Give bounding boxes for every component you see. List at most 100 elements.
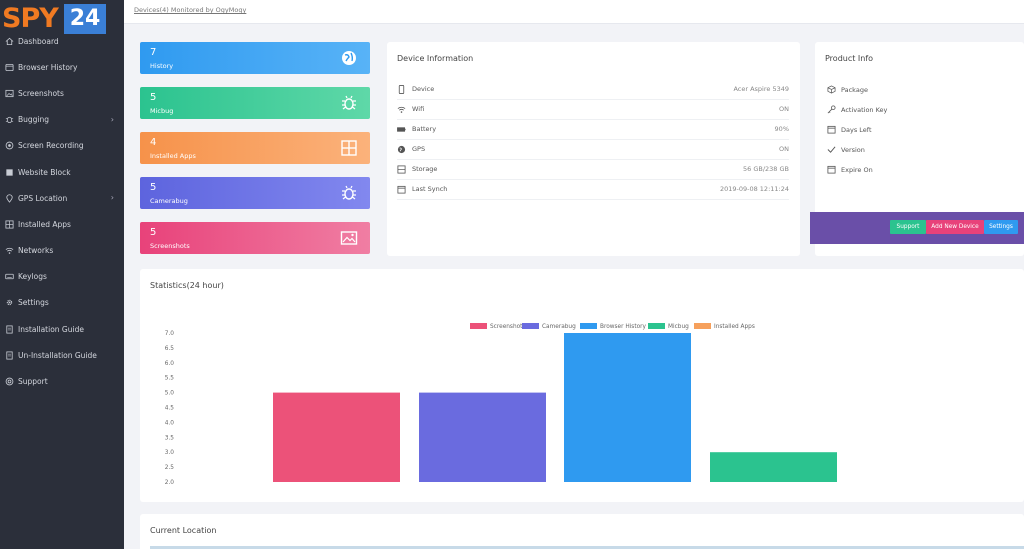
sidebar-item-dashboard[interactable]: Dashboard (0, 28, 124, 54)
logo-24-badge: 24 (64, 4, 106, 34)
row-label: Package (841, 86, 868, 94)
guide-icon (4, 324, 14, 334)
device-row: Storage 56 GB/238 GB (397, 160, 789, 180)
bar-camerabug (419, 392, 546, 482)
card-value: 5 (150, 182, 157, 193)
row-label: Activation Key (841, 106, 888, 114)
phone-icon (398, 85, 405, 94)
sidebar-item-label: Support (18, 377, 48, 387)
add-new-device-button[interactable]: Add New Device (926, 220, 984, 234)
key-icon (827, 105, 836, 114)
statistics-panel: Statistics(24 hour) 7.0 6.5 6.0 5.5 5.0 4.5 4.… (140, 269, 1024, 502)
sidebar-item-label: Screen Recording (18, 141, 84, 151)
device-row: Last Synch 2019-09-08 12:11:24 (397, 180, 789, 200)
sidebar-item-uninstallation-guide[interactable]: Un-Installation Guide (0, 342, 124, 368)
row-value: ON (779, 105, 789, 113)
row-value: 90% (774, 125, 789, 133)
row-label: Device (412, 85, 435, 93)
row-label: Battery (412, 125, 437, 133)
sidebar-item-browser-history[interactable]: Browser History (0, 54, 124, 80)
row-label: Storage (412, 165, 438, 173)
wifi-icon (397, 106, 406, 113)
settings-button[interactable]: Settings (984, 220, 1018, 234)
panel-title: Product Info (825, 54, 874, 63)
device-row: GPS ON (397, 140, 789, 160)
card-history[interactable]: 7 History (140, 42, 370, 74)
browser-icon (4, 62, 14, 72)
row-label: Expire On (841, 166, 873, 174)
legend-swatch (694, 323, 711, 329)
legend-label: Micbug (668, 324, 689, 330)
bug-icon (4, 115, 14, 125)
product-info-panel: Product Info Package Activation Key Days… (810, 42, 1024, 256)
sidebar-item-installation-guide[interactable]: Installation Guide (0, 316, 124, 342)
globe-icon (342, 51, 356, 65)
sidebar-item-keylogs[interactable]: Keylogs (0, 264, 124, 290)
location-panel: Current Location (140, 514, 1024, 549)
row-value: ON (779, 145, 789, 153)
sidebar-item-gps-location[interactable]: GPS Location › (0, 185, 124, 211)
sidebar-item-label: Browser History (18, 62, 78, 72)
sidebar-item-screenshots[interactable]: Screenshots (0, 80, 124, 106)
logo[interactable]: SPY 24 (0, 0, 124, 36)
card-micbug[interactable]: 5 Micbug (140, 87, 370, 119)
card-installed-apps[interactable]: 4 Installed Apps (140, 132, 370, 164)
apps-icon (4, 219, 14, 229)
battery-icon (397, 127, 406, 132)
sidebar-item-website-block[interactable]: Website Block (0, 159, 124, 185)
sidebar-item-installed-apps[interactable]: Installed Apps (0, 211, 124, 237)
card-camerabug[interactable]: 5 Camerabug (140, 177, 370, 209)
card-label: Micbug (150, 107, 174, 115)
logo-spy-text: SPY (2, 3, 59, 34)
y-tick-label: 4.0 (165, 420, 175, 426)
bar-micbug (710, 452, 837, 482)
package-icon (827, 85, 836, 94)
grid-icon (341, 140, 357, 156)
sidebar-item-screen-recording[interactable]: Screen Recording (0, 133, 124, 159)
row-value: 56 GB/238 GB (743, 165, 789, 173)
guide-icon (4, 350, 14, 360)
sidebar-item-label: Installation Guide (18, 324, 84, 334)
card-value: 4 (150, 137, 157, 148)
wifi-icon (4, 246, 14, 256)
product-action-bar: Support Add New Device Settings (810, 212, 1024, 244)
map[interactable] (150, 546, 1024, 549)
sidebar-nav: Dashboard Browser History Screenshots Bu… (0, 28, 124, 395)
sidebar-item-networks[interactable]: Networks (0, 238, 124, 264)
card-screenshots[interactable]: 5 Screenshots (140, 222, 370, 254)
row-value: Acer Aspire 5349 (733, 85, 789, 93)
device-row: Device Acer Aspire 5349 (397, 80, 789, 100)
row-label: Version (841, 146, 865, 154)
sidebar-item-bugging[interactable]: Bugging › (0, 107, 124, 133)
panel-title: Current Location (150, 526, 217, 535)
image-icon (4, 88, 14, 98)
calendar-icon (397, 185, 406, 194)
legend-label: Installed Apps (714, 324, 755, 330)
y-tick-label: 4.5 (165, 406, 175, 412)
device-row: Wifi ON (397, 100, 789, 120)
sidebar-item-support[interactable]: Support (0, 368, 124, 394)
block-icon (4, 167, 14, 177)
bar-screenshots (273, 392, 400, 482)
breadcrumb[interactable]: Devices(4) Monitored by OgyMogy (134, 6, 247, 14)
sidebar-item-label: Installed Apps (18, 219, 71, 229)
chevron-right-icon: › (110, 193, 114, 203)
legend-label: Camerabug (542, 324, 576, 330)
row-value: 2019-09-08 12:11:24 (719, 185, 789, 193)
sidebar-item-settings[interactable]: Settings (0, 290, 124, 316)
statistics-chart: 7.0 6.5 6.0 5.5 5.0 4.5 4.0 3.5 3.0 2.5 2.0 Screens… (165, 323, 837, 486)
row-label: Last Synch (412, 185, 448, 193)
sidebar-item-label: Networks (18, 246, 54, 256)
check-icon (827, 146, 836, 153)
sidebar-item-label: Screenshots (18, 88, 64, 98)
sidebar-item-label: Un-Installation Guide (18, 350, 97, 360)
y-tick-label: 2.5 (165, 465, 175, 471)
calendar-icon (827, 125, 836, 134)
y-tick-label: 2.0 (165, 480, 175, 486)
y-tick-label: 3.5 (165, 435, 175, 441)
legend-swatch (522, 323, 539, 329)
support-button[interactable]: Support (890, 220, 926, 234)
y-tick-label: 3.0 (165, 450, 175, 456)
sidebar-item-label: GPS Location (18, 193, 68, 203)
y-tick-label: 5.0 (165, 391, 175, 397)
